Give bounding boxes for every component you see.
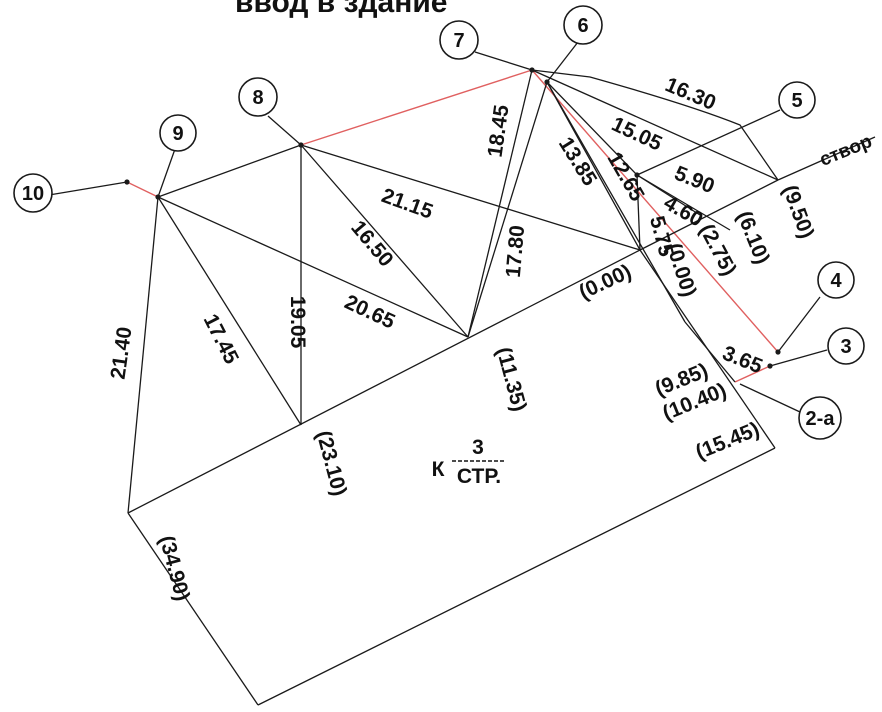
leader-8 (267, 115, 302, 146)
chainage-labels: (34.90) (23.10) (11.35) (0.00) (0.00) (2… (155, 182, 819, 603)
node-circle-4 (817, 261, 855, 299)
leader-4 (777, 296, 821, 353)
diagram-title: ввод в здание (235, 0, 447, 19)
chainage-23-10: (23.10) (312, 428, 351, 498)
node-circle-9 (159, 114, 197, 152)
building-front-wall (127, 249, 641, 514)
measure-15-05: 15.05 (608, 113, 666, 156)
point-6 (544, 79, 550, 85)
line-tri-a (636, 174, 641, 251)
measure-3-65: 3.65 (719, 342, 766, 379)
line-6-tri (546, 81, 638, 176)
point-10 (124, 179, 130, 185)
node-circle-3 (827, 327, 865, 365)
measure-12-65: 12.65 (603, 148, 649, 205)
stvor-extension (777, 136, 876, 181)
red-line-3-2a (734, 365, 771, 383)
red-lines (126, 69, 779, 383)
reference-numerator: 3 (472, 436, 484, 459)
leader-7 (474, 51, 533, 71)
node-circles: 10 9 8 7 6 5 4 3 2-а (13, 5, 865, 440)
point-9 (155, 194, 161, 200)
node-label-9: 9 (172, 123, 183, 145)
node-label-10: 10 (22, 183, 44, 205)
measure-20-65: 20.65 (341, 291, 399, 334)
node-label-4: 4 (830, 270, 842, 292)
measure-21-40: 21.40 (107, 325, 137, 380)
measure-5-90: 5.90 (671, 162, 718, 199)
point-8 (298, 142, 304, 148)
leader-9 (157, 148, 176, 198)
stvor-line (639, 179, 779, 251)
red-line-8-7 (300, 69, 533, 146)
chainage-34-90: (34.90) (155, 533, 194, 603)
line-7-950 (531, 69, 779, 181)
reference-note: К 3 СТР. (432, 436, 506, 488)
measure-17-80: 17.80 (502, 224, 529, 278)
survey-points (124, 67, 781, 369)
node-label-7: 7 (453, 30, 464, 52)
node-circle-10 (13, 173, 53, 213)
line-8-000 (300, 144, 641, 251)
line-6-1135 (467, 81, 548, 338)
line-tri-c (636, 174, 701, 216)
reference-denominator: СТР. (457, 465, 501, 488)
measure-21-15: 21.15 (379, 184, 437, 224)
node-circle-5 (778, 81, 816, 119)
line-6-985 (546, 81, 686, 323)
measurement-labels: 21.40 17.45 19.05 20.65 16.50 21.15 18.4… (107, 73, 766, 381)
node-circle-7 (439, 20, 479, 60)
chainage-6-10: (6.10) (732, 208, 774, 267)
stvor-label: створ (817, 131, 875, 171)
leader-2a (739, 383, 801, 413)
line-9-2310 (157, 196, 302, 426)
reference-prefix: К (432, 458, 445, 481)
line-7-950-arc (531, 69, 779, 181)
node-label-5: 5 (791, 90, 802, 112)
survey-lines (36, 41, 876, 706)
node-circle-2a (798, 396, 842, 440)
node-circle-6 (563, 5, 603, 45)
measure-16-50: 16.50 (346, 216, 397, 271)
node-label-6: 6 (577, 15, 588, 37)
measure-16-30: 16.30 (662, 73, 719, 115)
node-circle-8 (238, 77, 278, 117)
point-3 (767, 363, 773, 369)
chainage-0-00-a: (0.00) (576, 260, 635, 304)
measure-18-45: 18.45 (484, 103, 514, 159)
measure-17-45: 17.45 (199, 310, 243, 368)
line-985-1040 (684, 321, 736, 383)
point-7 (529, 67, 535, 73)
node-label-8: 8 (252, 87, 263, 109)
line-9-8 (157, 144, 302, 198)
point-5 (634, 172, 640, 178)
building-back-wall (257, 447, 776, 706)
node-label-3: 3 (840, 336, 851, 358)
leader-6 (546, 41, 579, 83)
line-9-3490 (127, 196, 159, 514)
node-label-2a: 2-а (806, 408, 836, 430)
red-line-7-4 (531, 69, 779, 353)
line-7-1135 (467, 69, 533, 338)
leader-3 (769, 349, 828, 367)
line-8-1135 (300, 144, 469, 338)
leader-5 (636, 109, 781, 176)
chainage-11-35: (11.35) (492, 345, 531, 414)
line-9-1135 (157, 196, 469, 338)
red-line-10-9 (126, 181, 159, 198)
chainage-15-45: (15.45) (692, 418, 762, 464)
measure-19-05: 19.05 (286, 296, 309, 349)
building-left-wall (127, 512, 259, 706)
point-4 (775, 349, 781, 355)
chainage-2-75: (2.75) (695, 220, 741, 279)
chainage-9-50: (9.50) (778, 182, 818, 241)
